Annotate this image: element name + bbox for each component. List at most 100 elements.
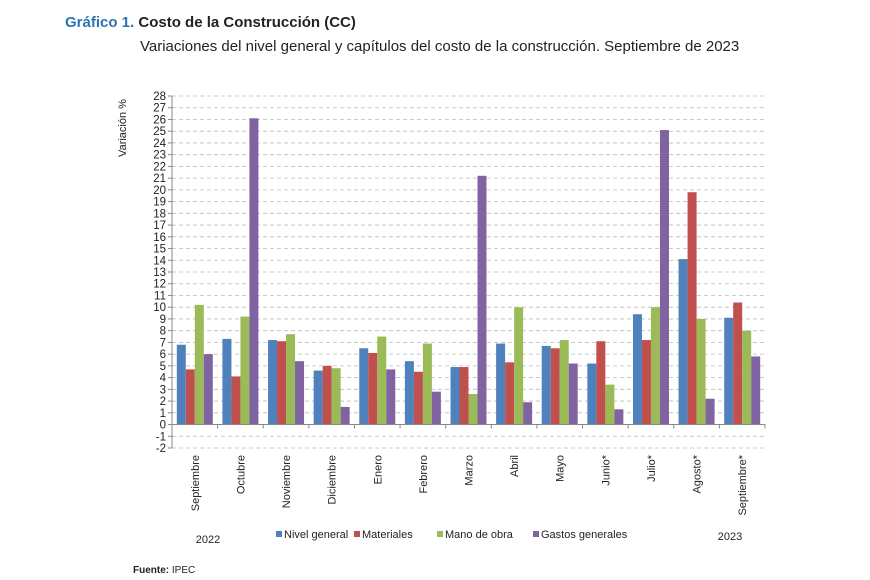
bar-materiales	[550, 348, 560, 425]
y-tick-label: 3	[160, 384, 166, 396]
bar-nivel-general	[268, 340, 278, 425]
y-tick-label: 8	[160, 326, 166, 338]
bar-mano-de-obra	[422, 343, 432, 425]
bar-nivel-general	[359, 348, 369, 425]
axes: -2-1012345678910111213141516171819202122…	[153, 91, 766, 516]
legend-swatch	[276, 531, 282, 537]
bar-mano-de-obra	[331, 368, 341, 425]
y-tick-label: 4	[160, 373, 167, 385]
x-tick-label: Mayo	[555, 455, 567, 482]
bar-gastos-generales	[705, 398, 715, 425]
y-tick-label: 17	[153, 220, 166, 232]
bar-nivel-general	[496, 343, 506, 425]
bar-nivel-general	[176, 344, 186, 425]
bar-materiales	[505, 362, 515, 425]
bar-gastos-generales	[523, 402, 533, 425]
year-label-2022: 2022	[196, 534, 220, 546]
y-tick-label: 2	[160, 396, 166, 408]
x-tick-label: Marzo	[464, 455, 476, 486]
bar-mano-de-obra	[194, 304, 204, 425]
y-tick-label: 0	[160, 420, 166, 432]
y-tick-label: 24	[153, 138, 166, 150]
bar-nivel-general	[313, 370, 323, 425]
y-tick-label: 28	[153, 91, 166, 103]
bar-nivel-general	[222, 338, 232, 425]
legend-swatch	[533, 531, 539, 537]
bar-gastos-generales	[477, 175, 487, 425]
bar-materiales	[185, 369, 195, 425]
legend-label: Nivel general	[284, 529, 348, 541]
x-tick-label: Abril	[509, 455, 521, 477]
bar-gastos-generales	[203, 354, 213, 425]
bar-gastos-generales	[751, 356, 761, 425]
y-tick-label: 12	[153, 279, 166, 291]
x-tick-label: Junio*	[600, 454, 612, 485]
bar-materiales	[277, 341, 287, 425]
bar-mano-de-obra	[696, 318, 706, 425]
bar-mano-de-obra	[240, 316, 250, 425]
bar-mano-de-obra	[468, 394, 478, 425]
x-tick-label: Julio*	[646, 454, 658, 482]
bar-gastos-generales	[295, 361, 305, 425]
y-tick-label: 9	[160, 314, 166, 326]
bar-gastos-generales	[386, 369, 396, 425]
source-label: Fuente:	[133, 565, 170, 576]
y-axis-label: Variación %	[117, 99, 129, 157]
bar-mano-de-obra	[377, 336, 387, 425]
y-tick-label: 25	[153, 126, 166, 138]
y-tick-label: 22	[153, 161, 166, 173]
bar-materiales	[368, 352, 378, 425]
bar-mano-de-obra	[514, 307, 524, 425]
gridlines	[172, 95, 765, 449]
y-tick-label: 13	[153, 267, 166, 279]
figure-number: Gráfico 1.	[65, 14, 135, 31]
bar-gastos-generales	[614, 409, 624, 425]
bar-mano-de-obra	[742, 330, 752, 425]
y-tick-label: -2	[156, 443, 166, 455]
bar-nivel-general	[450, 367, 460, 425]
bar-materiales	[413, 371, 423, 425]
bar-nivel-general	[724, 317, 734, 425]
y-tick-label: 26	[153, 114, 166, 126]
y-tick-label: 23	[153, 150, 166, 162]
x-tick-label: Octubre	[235, 455, 247, 494]
bar-gastos-generales	[340, 406, 350, 425]
bar-gastos-generales	[568, 363, 578, 425]
y-tick-label: 27	[153, 103, 166, 115]
y-tick-label: 11	[154, 290, 166, 302]
bar-nivel-general	[541, 345, 551, 425]
bar-materiales	[596, 341, 606, 425]
legend-swatch	[354, 531, 360, 537]
y-tick-label: 14	[153, 255, 166, 267]
legend-label: Mano de obra	[445, 529, 514, 541]
bar-mano-de-obra	[605, 384, 615, 425]
bar-nivel-general	[587, 363, 597, 425]
bar-materiales	[641, 340, 651, 425]
y-tick-label: 6	[160, 349, 166, 361]
y-tick-label: 5	[160, 361, 166, 373]
bar-gastos-generales	[431, 391, 441, 425]
bar-nivel-general	[632, 314, 642, 425]
figure-title: Gráfico 1. Costo de la Construcción (CC)	[65, 14, 356, 31]
bar-materiales	[231, 376, 241, 425]
x-tick-label: Septiembre	[190, 455, 202, 511]
x-tick-label: Febrero	[418, 455, 430, 494]
legend-label: Gastos generales	[541, 529, 628, 541]
x-tick-label: Agosto*	[692, 454, 704, 493]
title-text: Costo de la Construcción (CC)	[138, 14, 356, 31]
legend-swatch	[437, 531, 443, 537]
y-tick-label: 16	[153, 232, 166, 244]
legend: Nivel general Materiales Mano de obra Gasto…	[276, 529, 628, 541]
x-tick-label: Septiembre*	[737, 454, 749, 515]
x-tick-label: Diciembre	[327, 455, 339, 505]
y-tick-label: 15	[153, 244, 166, 256]
x-tick-label: Noviembre	[281, 455, 293, 508]
bar-mano-de-obra	[286, 334, 296, 425]
bar-mano-de-obra	[650, 307, 660, 425]
bar-gastos-generales	[249, 118, 259, 425]
source-note: Fuente: IPEC	[133, 565, 195, 576]
y-tick-label: 10	[153, 302, 166, 314]
bar-nivel-general	[404, 361, 414, 425]
legend-label: Materiales	[362, 529, 413, 541]
